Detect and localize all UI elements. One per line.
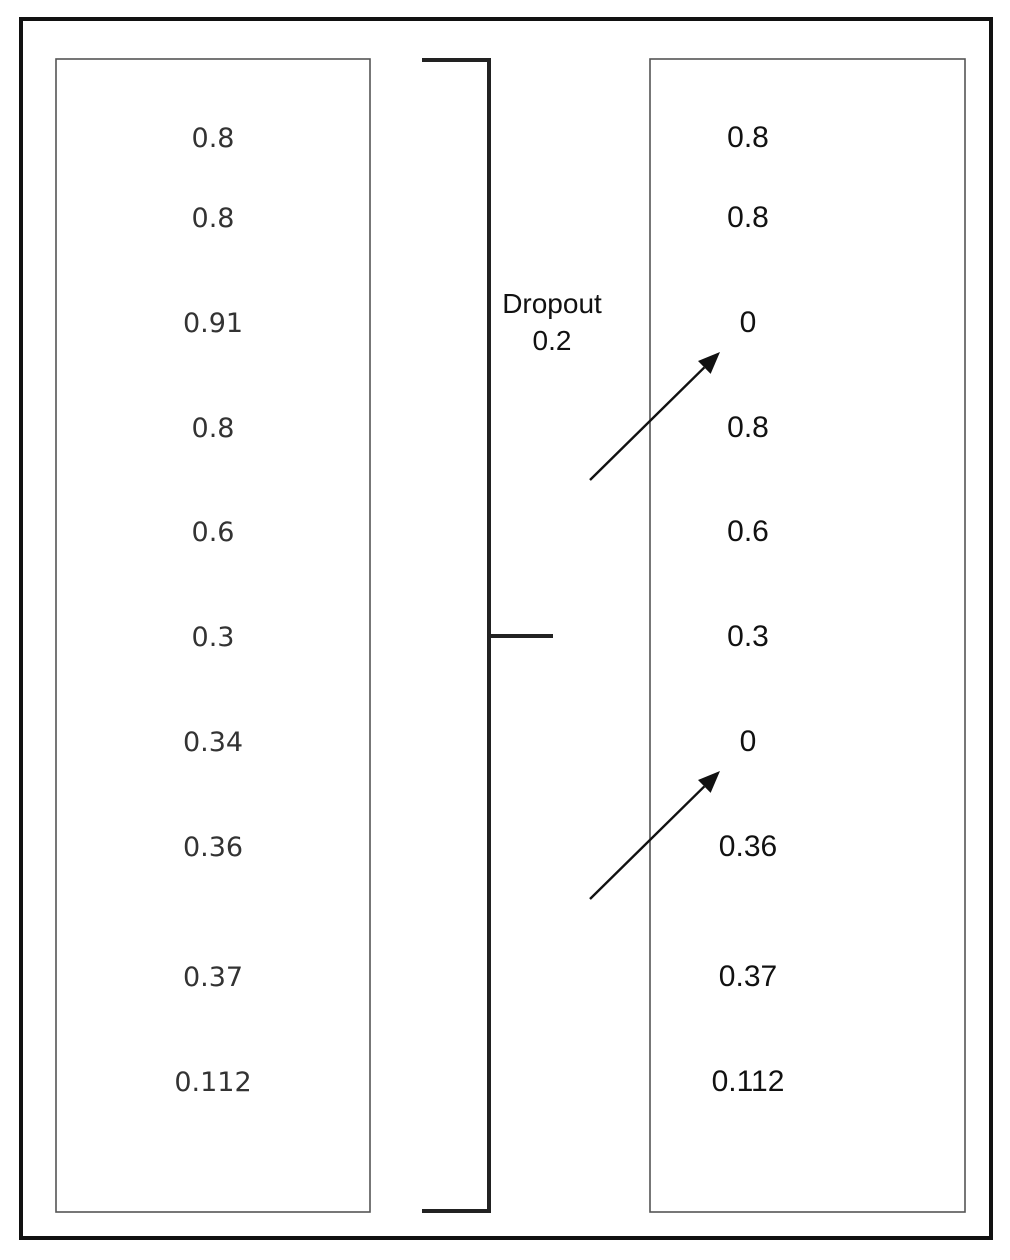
arrow-shaft (589, 366, 706, 481)
dropout-rate-value: 0.2 (533, 325, 572, 356)
output-value-3: 0.8 (727, 411, 769, 444)
input-value-0: 0.8 (192, 123, 235, 154)
arrow-shaft (589, 785, 706, 900)
output-value-7: 0.36 (719, 830, 777, 863)
arrow-head (698, 771, 720, 793)
input-values: 0.8 0.8 0.91 0.8 0.6 0.3 0.34 0.36 0.37 0.112 (174, 123, 251, 1098)
dropout-label-title: Dropout (502, 288, 602, 319)
output-value-8: 0.37 (719, 960, 777, 993)
input-value-8: 0.37 (183, 962, 243, 993)
input-value-4: 0.6 (192, 517, 235, 548)
dropped-unit-arrow-0 (589, 352, 720, 481)
output-values: 0.8 0.8 0 0.8 0.6 0.3 0 0.36 0.37 0.112 (712, 121, 785, 1098)
input-value-7: 0.36 (183, 832, 243, 863)
input-value-3: 0.8 (192, 413, 235, 444)
output-value-4: 0.6 (727, 515, 769, 548)
input-value-9: 0.112 (174, 1067, 251, 1098)
input-value-6: 0.34 (183, 727, 243, 758)
output-value-2: 0 (740, 306, 757, 339)
output-value-0: 0.8 (727, 121, 769, 154)
input-panel (55, 58, 371, 1213)
input-value-5: 0.3 (192, 622, 235, 653)
output-value-6: 0 (740, 725, 757, 758)
output-value-1: 0.8 (727, 201, 769, 234)
dropped-unit-arrow-1 (589, 771, 720, 900)
output-value-9: 0.112 (712, 1065, 785, 1098)
arrow-head (698, 352, 720, 374)
input-value-1: 0.8 (192, 203, 235, 234)
dropped-unit-arrows (589, 352, 720, 900)
dropout-bracket (422, 58, 553, 1213)
output-value-5: 0.3 (727, 620, 769, 653)
input-value-2: 0.91 (183, 308, 243, 339)
output-panel (649, 58, 966, 1213)
